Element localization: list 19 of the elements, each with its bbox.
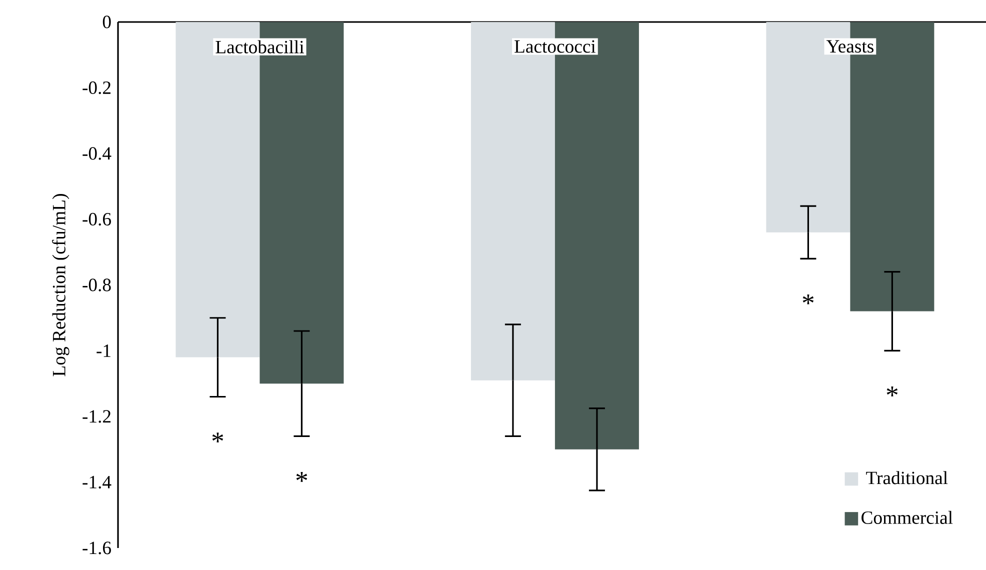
legend-label: Commercial xyxy=(862,510,953,524)
x-tick-label: Lactococci xyxy=(514,40,596,53)
annotation: * xyxy=(212,432,224,442)
legend-label: Traditional xyxy=(866,471,948,484)
annotation: * xyxy=(802,294,814,304)
y-tick-label: -1.6 xyxy=(82,542,111,554)
y-tick-label: -1 xyxy=(96,344,110,357)
x-tick-label: Yeasts xyxy=(826,40,874,53)
y-tick-label: -0.6 xyxy=(82,212,111,226)
y-tick-label: -1.2 xyxy=(82,410,110,423)
annotation: * xyxy=(296,472,308,482)
y-tick-label: 0 xyxy=(102,16,111,28)
y-tick-label: -0.8 xyxy=(82,278,111,292)
y-tick-label: -1.4 xyxy=(82,476,112,489)
y-axis-title: Log Reduction (cfu/mL) xyxy=(52,194,70,376)
y-tick-label: -0.2 xyxy=(82,81,110,94)
y-tick-label: -0.4 xyxy=(82,147,112,160)
x-tick-label: Lactobacilli xyxy=(216,40,304,54)
annotation: * xyxy=(886,386,898,396)
